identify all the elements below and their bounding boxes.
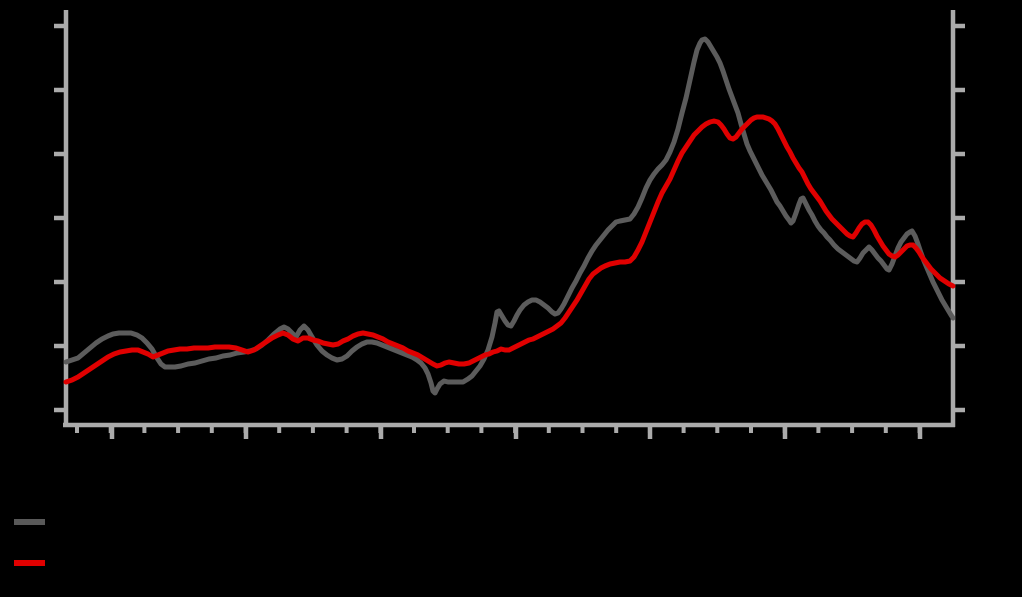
series-gray-line — [63, 36, 956, 396]
series-red-line — [63, 114, 956, 385]
